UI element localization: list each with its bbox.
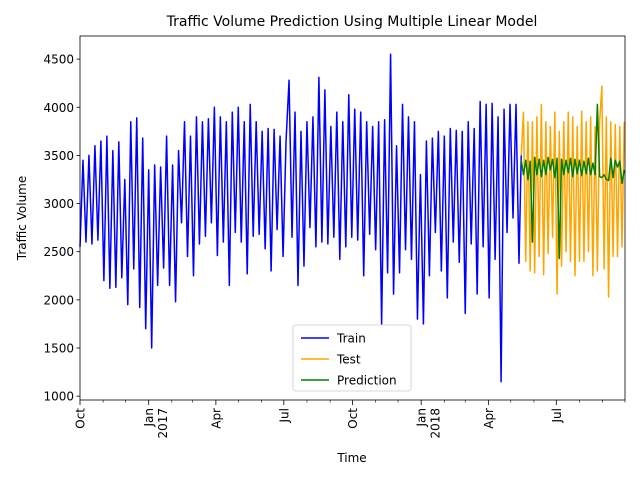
- x-tick-year-label: 2018: [429, 408, 443, 439]
- x-tick-label: Apr: [482, 408, 496, 429]
- x-tick-label: Oct: [346, 408, 360, 429]
- y-tick-label: 1500: [43, 342, 74, 356]
- x-tick-label: Apr: [209, 408, 223, 429]
- series-line-prediction: [520, 103, 625, 260]
- series-line-train: [79, 53, 522, 383]
- legend-label-prediction: Prediction: [337, 374, 397, 388]
- legend-label-test: Test: [336, 353, 361, 367]
- y-axis-label: Traffic Volume: [15, 176, 29, 262]
- y-tick-label: 4500: [43, 53, 74, 67]
- y-tick-label: 4000: [43, 101, 74, 115]
- x-tick-label: Jul: [277, 408, 291, 423]
- y-tick-label: 3000: [43, 197, 74, 211]
- legend-label-train: Train: [336, 332, 366, 346]
- x-tick-label: Oct: [74, 408, 88, 429]
- x-axis-label: Time: [336, 451, 366, 465]
- x-tick-year-label: 2017: [156, 408, 170, 439]
- legend: Train Test Prediction: [292, 324, 412, 392]
- y-tick-label: 2000: [43, 293, 74, 307]
- x-tick-label: Jul: [550, 408, 564, 423]
- y-tick-label: 3500: [43, 149, 74, 163]
- chart-title: Traffic Volume Prediction Using Multiple…: [166, 14, 538, 30]
- y-tick-label: 2500: [43, 245, 74, 259]
- y-tick-label: 1000: [43, 390, 74, 404]
- series-line-test: [520, 85, 625, 298]
- x-tick-label: Jan: [142, 408, 156, 428]
- legend-box: [292, 324, 412, 392]
- series-group: [79, 53, 625, 383]
- x-tick-label: Jan: [415, 408, 429, 428]
